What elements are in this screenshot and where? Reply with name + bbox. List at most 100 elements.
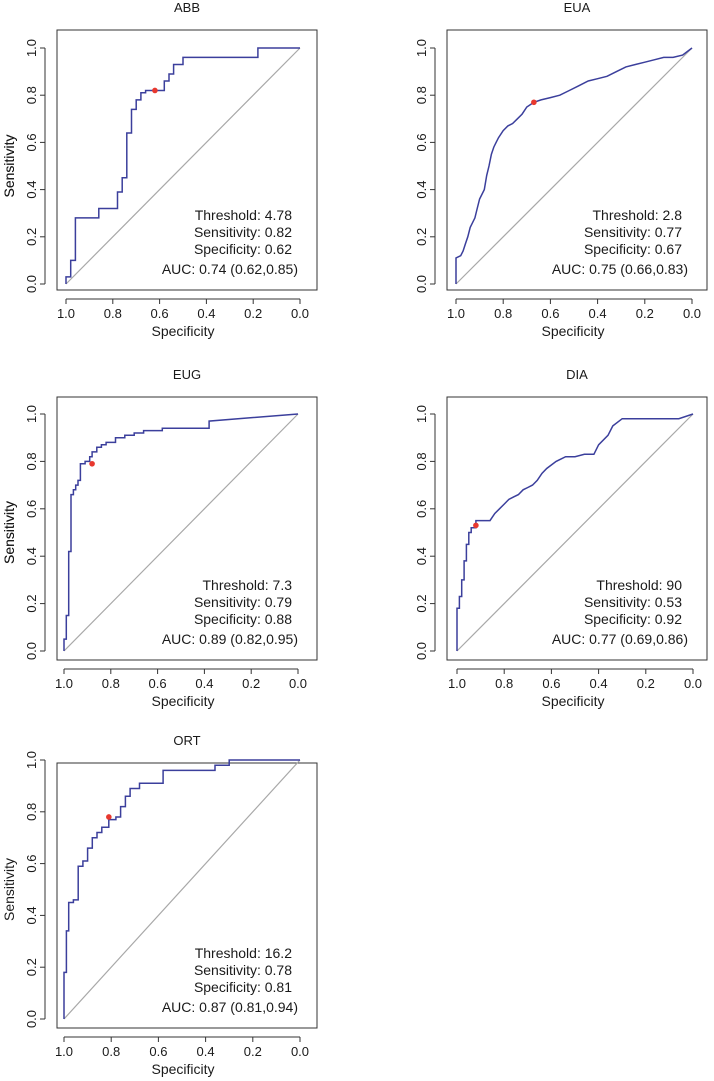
x-tick-label: 0.0: [291, 1044, 309, 1059]
y-tick-label: 0.6: [24, 855, 39, 873]
threshold-annotation: Threshold: 4.78: [195, 207, 292, 223]
panel-title: DIA: [566, 367, 588, 382]
specificity-annotation: Specificity: 0.62: [194, 241, 292, 257]
y-tick-label: 0.4: [24, 547, 39, 565]
x-tick-label: 1.0: [55, 676, 73, 691]
auc-annotation: AUC: 0.87 (0.81,0.94): [162, 999, 298, 1015]
threshold-annotation: Threshold: 2.8: [593, 207, 683, 223]
x-tick-label: 0.4: [195, 676, 213, 691]
auc-annotation: AUC: 0.89 (0.82,0.95): [162, 631, 298, 647]
y-tick-label: 0.0: [414, 642, 429, 660]
threshold-annotation: Threshold: 7.3: [203, 577, 293, 593]
y-tick-label: 0.2: [24, 595, 39, 613]
x-tick-label: 0.4: [197, 1044, 215, 1059]
x-tick-label: 0.6: [151, 306, 169, 321]
specificity-annotation: Specificity: 0.67: [584, 241, 682, 257]
plot-frame: [446, 29, 708, 291]
x-tick-label: 0.0: [291, 306, 309, 321]
x-axis-label: Specificity: [151, 323, 214, 339]
optimal-point: [89, 460, 95, 467]
optimal-point: [473, 522, 479, 529]
x-tick-label: 1.0: [57, 306, 75, 321]
x-tick-label: 0.8: [495, 676, 513, 691]
reference-diagonal: [65, 47, 301, 285]
y-tick-label: 1.0: [414, 39, 429, 57]
roc-curve: [63, 413, 299, 651]
x-tick-label: 0.0: [289, 676, 307, 691]
plot-frame: [446, 396, 708, 661]
y-tick-label: 0.6: [414, 133, 429, 151]
x-tick-label: 1.0: [55, 1044, 73, 1059]
auc-annotation: AUC: 0.75 (0.66,0.83): [552, 261, 688, 277]
auc-annotation: AUC: 0.77 (0.69,0.86): [552, 631, 688, 647]
x-tick-label: 0.6: [149, 1044, 167, 1059]
y-axis-label: Sensitivity: [1, 858, 17, 921]
y-tick-label: 0.0: [24, 642, 39, 660]
roc-panel-ort: ORT 0.0 0.2 0.4 0.6 0.8 1.0 Sensitivity 1.0 0.8 0.…: [1, 733, 318, 1077]
y-tick-label: 1.0: [24, 39, 39, 57]
specificity-annotation: Specificity: 0.81: [194, 979, 292, 995]
x-tick-label: 1.0: [448, 676, 466, 691]
x-tick-label: 0.6: [542, 676, 560, 691]
x-tick-label: 0.8: [102, 676, 120, 691]
sensitivity-annotation: Sensitivity: 0.79: [194, 594, 292, 610]
panel-title: EUG: [173, 367, 201, 382]
x-tick-label: 0.0: [684, 676, 702, 691]
x-tick-label: 0.4: [197, 306, 215, 321]
x-tick-label: 0.8: [494, 306, 512, 321]
y-tick-label: 0.6: [24, 133, 39, 151]
x-tick-label: 0.2: [242, 676, 260, 691]
x-axis-label: Specificity: [151, 1061, 214, 1077]
x-tick-label: 0.4: [590, 676, 608, 691]
panel-title: EUA: [564, 0, 591, 15]
y-tick-label: 0.4: [24, 181, 39, 199]
y-tick-label: 0.4: [414, 181, 429, 199]
threshold-annotation: Threshold: 16.2: [195, 945, 292, 961]
x-tick-label: 0.8: [102, 1044, 120, 1059]
optimal-point: [531, 99, 537, 106]
roc-curve: [63, 759, 300, 1019]
sensitivity-annotation: Sensitivity: 0.77: [584, 224, 682, 240]
x-tick-label: 0.6: [149, 676, 167, 691]
y-axis-label: Sensitivity: [1, 501, 17, 564]
y-tick-label: 0.2: [414, 595, 429, 613]
y-tick-label: 0.2: [24, 958, 39, 976]
y-tick-label: 0.2: [24, 228, 39, 246]
sensitivity-annotation: Sensitivity: 0.53: [584, 594, 682, 610]
y-tick-label: 0.8: [24, 803, 39, 821]
x-axis-label: Specificity: [541, 693, 604, 709]
y-tick-label: 0.8: [414, 86, 429, 104]
roc-panel-eua: EUA 0.0 0.2 0.4 0.6 0.8 1.0 Sensitivity 1.0 0.8 0.…: [1, 0, 708, 339]
panel-title: ORT: [173, 733, 200, 748]
y-tick-label: 0.4: [24, 906, 39, 924]
optimal-point: [106, 814, 112, 820]
roc-panel-abb: ABB 0.0 0.2 0.4 0.6 0.8 1.0 Sensitivity 1.0 0.8 0.…: [1, 0, 318, 339]
x-axis-label: Specificity: [541, 323, 604, 339]
x-tick-label: 0.2: [244, 306, 262, 321]
reference-diagonal: [63, 413, 299, 652]
y-tick-label: 0.0: [414, 275, 429, 293]
panel-title: ABB: [174, 0, 200, 15]
specificity-annotation: Specificity: 0.88: [194, 611, 292, 627]
x-tick-label: 0.2: [636, 306, 654, 321]
y-tick-label: 0.0: [24, 1010, 39, 1028]
specificity-annotation: Specificity: 0.92: [584, 611, 682, 627]
y-axis-label: Sensitivity: [1, 501, 17, 564]
y-tick-label: 0.8: [414, 452, 429, 470]
y-tick-label: 0.6: [24, 500, 39, 518]
auc-annotation: AUC: 0.74 (0.62,0.85): [162, 261, 298, 277]
plot-frame: [56, 396, 318, 661]
x-tick-label: 0.0: [683, 306, 701, 321]
threshold-annotation: Threshold: 90: [596, 577, 682, 593]
x-tick-label: 0.2: [244, 1044, 262, 1059]
reference-diagonal: [456, 413, 694, 652]
x-tick-label: 0.6: [541, 306, 559, 321]
y-tick-label: 1.0: [24, 405, 39, 423]
y-tick-label: 0.0: [24, 275, 39, 293]
x-tick-label: 1.0: [447, 306, 465, 321]
x-tick-label: 0.2: [637, 676, 655, 691]
y-tick-label: 1.0: [414, 405, 429, 423]
reference-diagonal: [455, 47, 693, 285]
y-tick-label: 0.8: [24, 86, 39, 104]
